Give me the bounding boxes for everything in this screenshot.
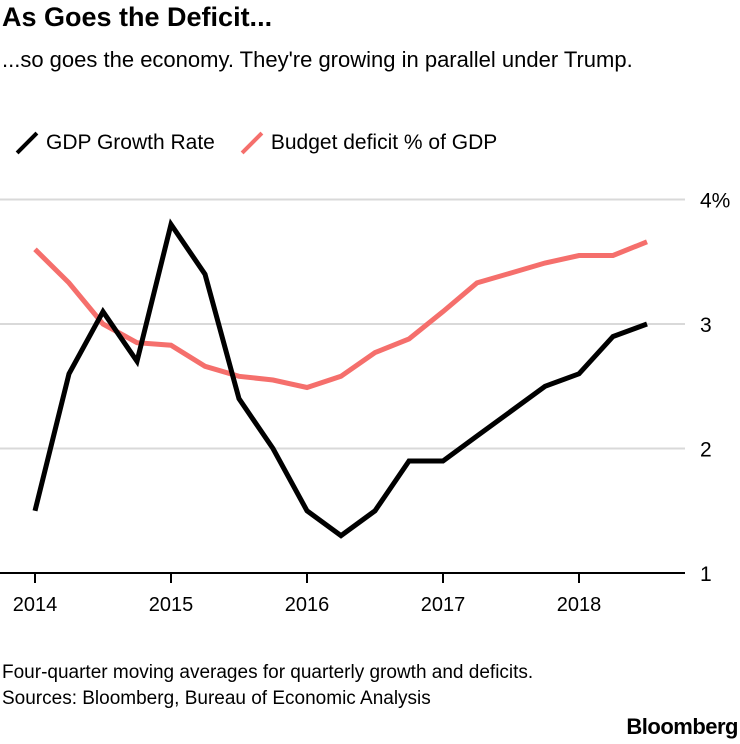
- legend-label-gdp: GDP Growth Rate: [46, 131, 215, 154]
- y-tick-label: 1: [700, 563, 712, 586]
- y-tick-label: 2: [700, 439, 712, 462]
- y-tick-label: 4%: [700, 190, 730, 213]
- legend-item-deficit: Budget deficit % of GDP: [241, 131, 497, 155]
- x-tick-label: 2017: [421, 594, 466, 616]
- x-tick-label: 2014: [13, 594, 58, 616]
- legend-item-gdp: GDP Growth Rate: [16, 131, 215, 155]
- x-tick-label: 2016: [285, 594, 330, 616]
- gdp-growth-line: [32, 218, 648, 539]
- bloomberg-logo: Bloomberg: [626, 714, 738, 739]
- x-tick-label: 2018: [557, 594, 602, 616]
- sources: Sources: Bloomberg, Bureau of Economic A…: [2, 688, 431, 709]
- line-chart: 1 2 3 4% 2014 2015 2016 2017 2018: [0, 190, 730, 616]
- budget-deficit-line: [33, 239, 648, 391]
- y-tick-label: 3: [700, 314, 712, 337]
- x-tick-label: 2015: [149, 594, 194, 616]
- chart-subtitle: ...so goes the economy. They're growing …: [2, 47, 633, 72]
- chart-title: As Goes the Deficit...: [2, 2, 273, 32]
- footnote: Four-quarter moving averages for quarter…: [2, 662, 534, 683]
- footer: Four-quarter moving averages for quarter…: [2, 660, 562, 712]
- legend-label-deficit: Budget deficit % of GDP: [270, 131, 498, 154]
- legend: GDP Growth Rate Budget deficit % of GDP: [16, 131, 497, 155]
